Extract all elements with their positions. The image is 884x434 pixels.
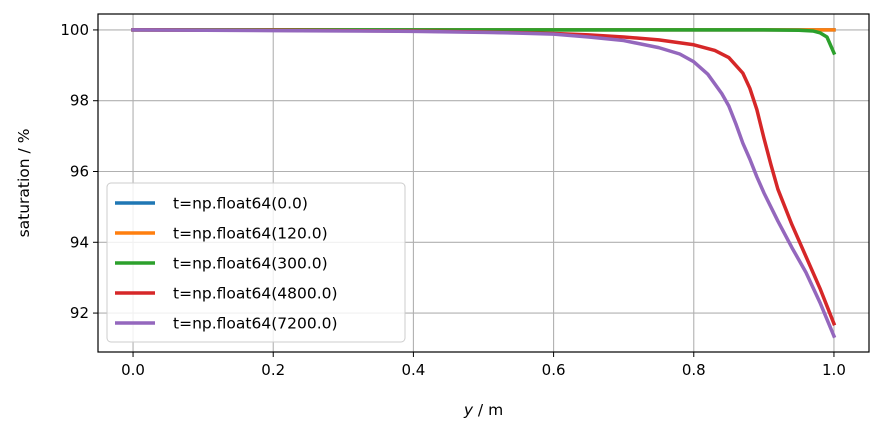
y-tick-label: 94	[70, 233, 89, 251]
legend: t=np.float64(0.0) t=np.float64(120.0) t=np…	[106, 182, 406, 343]
y-tick-label: 100	[60, 21, 89, 39]
y-tick-label: 98	[70, 92, 89, 110]
y-tick-label: 96	[70, 162, 89, 180]
x-tick-label: 0.8	[682, 361, 706, 379]
x-tick-label: 0.6	[542, 361, 566, 379]
plot-frame	[97, 13, 870, 353]
x-tick-label: 1.0	[822, 361, 846, 379]
legend-entry-4: t=np.float64(4800.0)	[173, 285, 338, 303]
y-axis-label: saturation / %	[15, 129, 33, 238]
y-tick-label: 92	[70, 304, 89, 322]
series-lines	[131, 28, 837, 339]
legend-entry-2: t=np.float64(120.0)	[173, 225, 328, 243]
legend-entry-1: t=np.float64(0.0)	[173, 195, 308, 213]
legend-entry-5: t=np.float64(7200.0)	[173, 315, 338, 333]
x-axis-unit: / m	[473, 401, 503, 419]
x-tick-label: 0.2	[261, 361, 285, 379]
legend-box	[106, 182, 406, 343]
x-ticks: 0.0 0.2 0.4 0.6 0.8 1.0	[121, 352, 846, 379]
x-axis-variable: y	[463, 401, 474, 419]
x-tick-label: 0.0	[121, 361, 145, 379]
y-ticks: 92 94 96 98 100	[60, 21, 98, 322]
x-axis-label: y / m	[463, 401, 503, 419]
series-line-5	[131, 28, 837, 339]
x-tick-label: 0.4	[401, 361, 425, 379]
legend-entry-3: t=np.float64(300.0)	[173, 255, 328, 273]
